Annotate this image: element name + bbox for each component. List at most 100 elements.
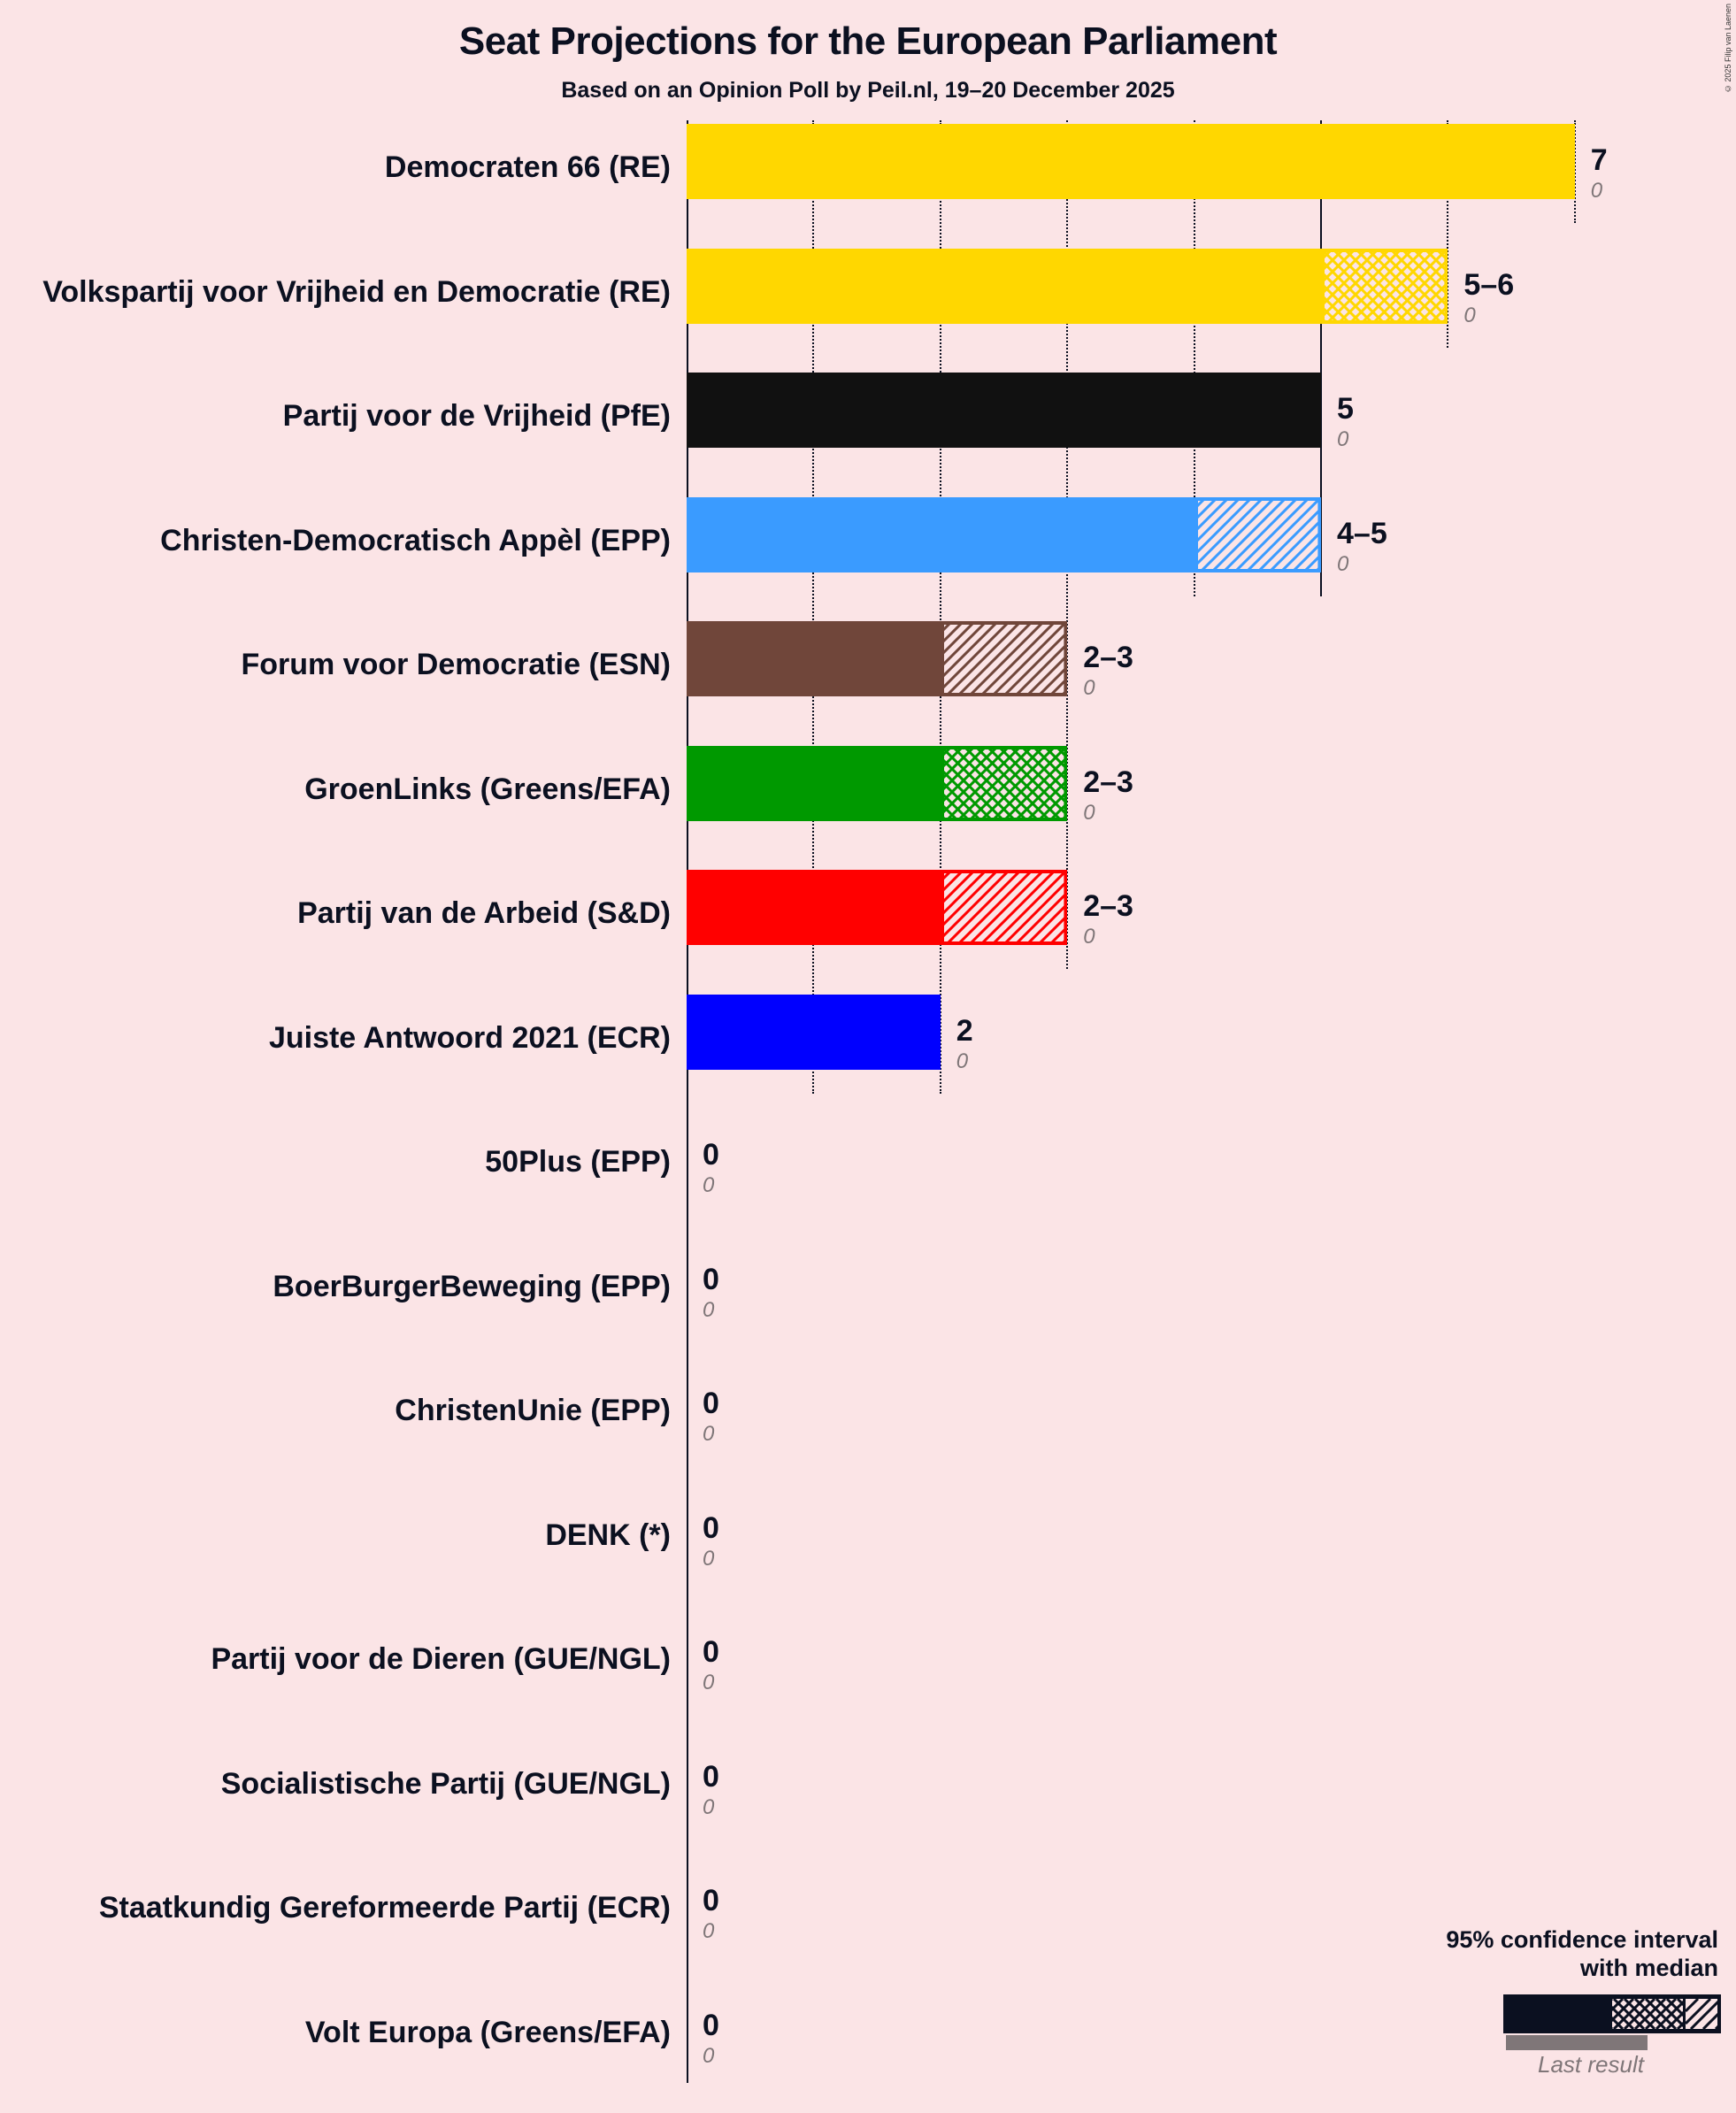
gridline-2 bbox=[939, 120, 941, 1094]
party-row: Forum voor Democratie (ESN) 2–3 0 bbox=[0, 621, 1736, 745]
gridline-7 bbox=[1573, 120, 1576, 223]
seat-range-value: 0 bbox=[703, 2008, 719, 2042]
seat-bar bbox=[687, 124, 1575, 199]
last-result-value: 0 bbox=[1463, 303, 1476, 327]
bar-solid-segment bbox=[687, 621, 941, 696]
party-row: DENK (*) 0 0 bbox=[0, 1492, 1736, 1616]
party-row: Volt Europa (Greens/EFA) 0 0 bbox=[0, 1989, 1736, 2113]
last-result-value: 0 bbox=[1083, 925, 1095, 949]
gridline-4 bbox=[1193, 120, 1195, 596]
seat-bar bbox=[687, 745, 1068, 821]
seat-range-value: 0 bbox=[703, 1138, 719, 1172]
seat-range-value: 2–3 bbox=[1083, 889, 1133, 923]
party-label: Christen-Democratisch Appèl (EPP) bbox=[160, 523, 671, 557]
seat-range-value: 2 bbox=[956, 1013, 973, 1048]
party-row: Partij van de Arbeid (S&D) 2–3 0 bbox=[0, 870, 1736, 994]
seat-range-value: 2–3 bbox=[1083, 641, 1133, 674]
last-result-value: 0 bbox=[1590, 179, 1603, 203]
party-label: DENK (*) bbox=[545, 1518, 671, 1552]
party-row: Partij voor de Vrijheid (PfE) 5 0 bbox=[0, 373, 1736, 496]
seat-bar bbox=[687, 621, 1068, 696]
party-label: Volt Europa (Greens/EFA) bbox=[304, 2015, 671, 2049]
seat-range-value: 7 bbox=[1590, 143, 1608, 177]
seat-range-value: 5–6 bbox=[1463, 267, 1515, 302]
party-label: Democraten 66 (RE) bbox=[384, 150, 671, 184]
last-result-value: 0 bbox=[703, 1671, 715, 1694]
party-label: ChristenUnie (EPP) bbox=[395, 1394, 671, 1427]
party-row: Volkspartij voor Vrijheid en Democratie … bbox=[0, 248, 1736, 373]
gridline-1 bbox=[812, 120, 815, 1094]
party-label: Volkspartij voor Vrijheid en Democratie … bbox=[42, 274, 671, 309]
last-result-value: 0 bbox=[1337, 551, 1349, 576]
seat-range-value: 0 bbox=[703, 1635, 719, 1669]
seat-range-value: 2–3 bbox=[1083, 765, 1133, 799]
bar-solid-segment bbox=[687, 994, 941, 1070]
legend-ci-line2: with median bbox=[1579, 1955, 1718, 1981]
party-label: Forum voor Democratie (ESN) bbox=[241, 648, 671, 681]
seat-range-value: 0 bbox=[703, 1884, 719, 1917]
legend-diagonal-hatch-swatch bbox=[1686, 1999, 1717, 2029]
party-row: ChristenUnie (EPP) 0 0 bbox=[0, 1367, 1736, 1491]
seat-range-value: 4–5 bbox=[1337, 516, 1387, 550]
party-row: Partij voor de Dieren (GUE/NGL) 0 0 bbox=[0, 1616, 1736, 1740]
bar-ci-segment bbox=[940, 870, 1068, 945]
bar-solid-segment bbox=[687, 870, 941, 945]
gridline-5 bbox=[1320, 120, 1322, 596]
seat-bar bbox=[687, 870, 1068, 945]
party-label: Staatkundig Gereformeerde Partij (ECR) bbox=[98, 1891, 671, 1925]
last-result-value: 0 bbox=[703, 1297, 715, 1322]
seat-bar bbox=[687, 373, 1321, 448]
legend-last-result-bar bbox=[1506, 2035, 1648, 2050]
party-label: 50Plus (EPP) bbox=[485, 1145, 671, 1179]
last-result-value: 0 bbox=[1083, 800, 1095, 825]
seat-bar bbox=[687, 496, 1321, 572]
party-row: Socialistische Partij (GUE/NGL) 0 0 bbox=[0, 1740, 1736, 1864]
party-label: Partij voor de Dieren (GUE/NGL) bbox=[211, 1642, 671, 1676]
bar-solid-segment bbox=[687, 496, 1194, 572]
seat-range-value: 5 bbox=[1337, 392, 1354, 426]
legend-ci-line1: 95% confidence interval bbox=[1446, 1926, 1718, 1953]
party-row: 50Plus (EPP) 0 0 bbox=[0, 1118, 1736, 1242]
party-label: Socialistische Partij (GUE/NGL) bbox=[220, 1766, 671, 1801]
chart-title: Seat Projections for the European Parlia… bbox=[458, 19, 1278, 63]
seat-range-value: 0 bbox=[703, 1759, 719, 1794]
party-row: Christen-Democratisch Appèl (EPP) 4–5 0 bbox=[0, 496, 1736, 621]
legend-cross-hatch-swatch bbox=[1612, 1999, 1683, 2029]
zero-axis-line bbox=[687, 120, 688, 2083]
bar-solid-segment bbox=[687, 248, 1321, 324]
bar-solid-segment bbox=[687, 124, 1575, 199]
party-label: Juiste Antwoord 2021 (ECR) bbox=[268, 1020, 671, 1055]
bar-ci-segment bbox=[940, 745, 1068, 821]
legend-last-result-label: Last result bbox=[1538, 2051, 1644, 2078]
chart-subtitle: Based on an Opinion Poll by Peil.nl, 19–… bbox=[561, 78, 1175, 103]
last-result-value: 0 bbox=[703, 1794, 715, 1819]
party-row: Staatkundig Gereformeerde Partij (ECR) 0 0 bbox=[0, 1864, 1736, 1988]
party-label: GroenLinks (Greens/EFA) bbox=[304, 772, 671, 806]
party-label: Partij voor de Vrijheid (PfE) bbox=[282, 399, 671, 433]
bar-ci-segment bbox=[940, 621, 1068, 696]
last-result-value: 0 bbox=[703, 2043, 715, 2068]
last-result-value: 0 bbox=[1083, 676, 1095, 700]
party-row: GroenLinks (Greens/EFA) 2–3 0 bbox=[0, 745, 1736, 870]
party-row: BoerBurgerBeweging (EPP) 0 0 bbox=[0, 1243, 1736, 1367]
bar-solid-segment bbox=[687, 745, 941, 821]
last-result-value: 0 bbox=[703, 1919, 715, 1943]
party-label: Partij van de Arbeid (S&D) bbox=[297, 896, 671, 930]
bar-ci-segment bbox=[1321, 248, 1448, 324]
seat-bar bbox=[687, 994, 941, 1070]
bar-solid-segment bbox=[687, 373, 1321, 448]
last-result-value: 0 bbox=[703, 1422, 715, 1446]
last-result-value: 0 bbox=[1337, 427, 1349, 451]
last-result-value: 0 bbox=[703, 1173, 715, 1197]
legend-title: 95% confidence interval with median bbox=[1446, 1925, 1718, 1982]
seat-bar bbox=[687, 248, 1448, 324]
seat-range-value: 0 bbox=[703, 1387, 719, 1420]
party-row: Juiste Antwoord 2021 (ECR) 2 0 bbox=[0, 994, 1736, 1118]
seat-range-value: 0 bbox=[703, 1510, 719, 1545]
gridline-6 bbox=[1447, 120, 1449, 348]
seat-range-value: 0 bbox=[703, 1262, 719, 1296]
party-label: BoerBurgerBeweging (EPP) bbox=[273, 1269, 671, 1303]
last-result-value: 0 bbox=[956, 1049, 969, 1073]
last-result-value: 0 bbox=[703, 1546, 715, 1571]
